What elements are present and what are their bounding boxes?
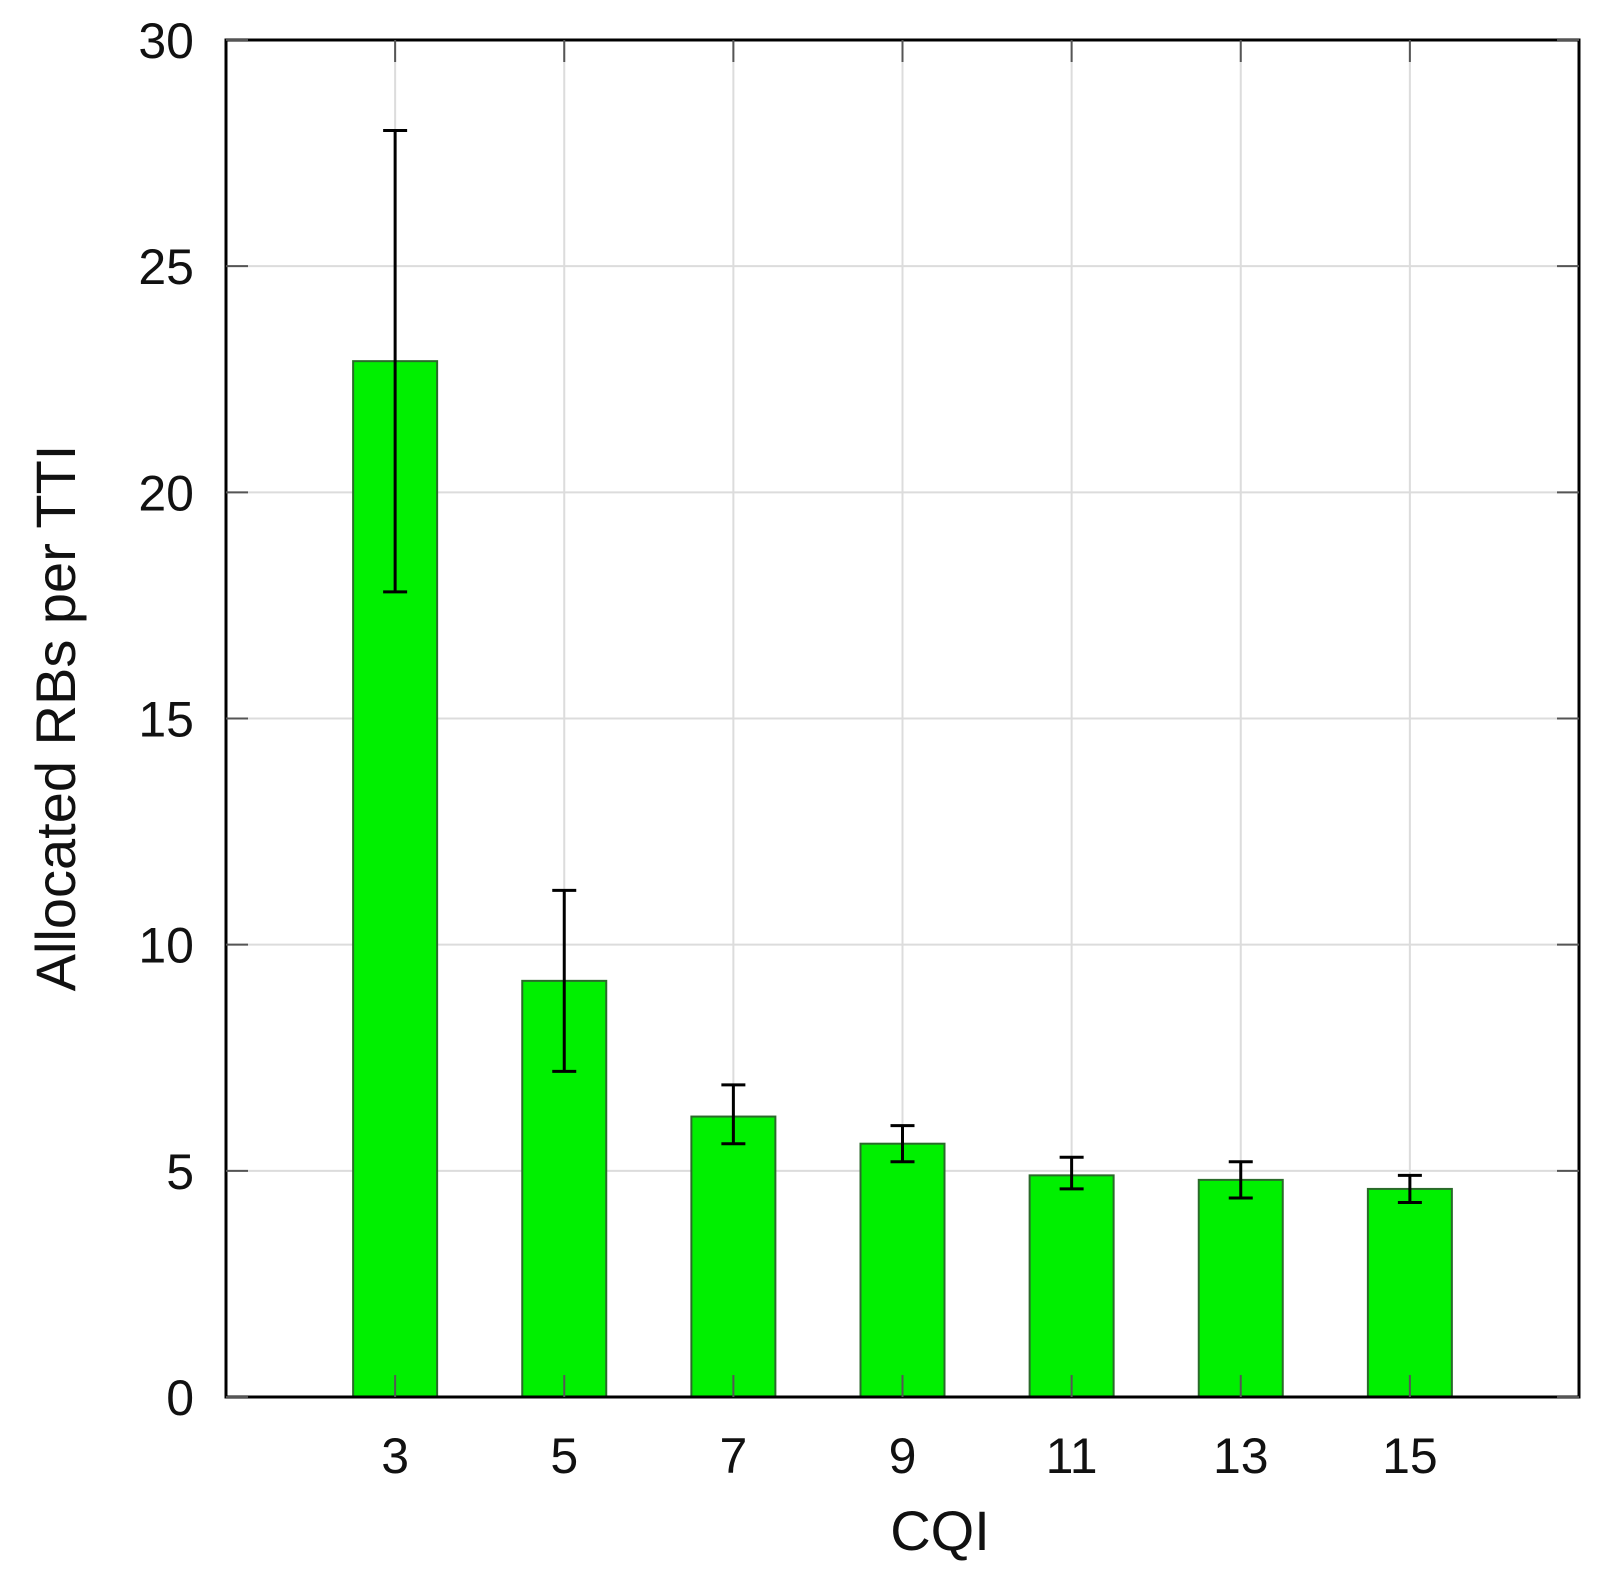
y-tick-label: 25 [138, 239, 194, 295]
bar-cqi-15 [1366, 1187, 1453, 1398]
error-bars [383, 128, 1422, 1204]
y-tick-label: 15 [138, 692, 194, 748]
bar-cqi-7 [690, 1115, 777, 1398]
y-tick-labels: 0 5 10 15 20 25 30 [138, 13, 194, 1426]
x-tick-label: 9 [889, 1428, 917, 1484]
x-tick-labels: 3 5 7 9 11 13 15 [381, 1428, 1437, 1484]
x-tick-label: 13 [1213, 1428, 1269, 1484]
x-tick-label: 5 [550, 1428, 578, 1484]
x-tick-label: 15 [1382, 1428, 1438, 1484]
y-tick-label: 10 [138, 918, 194, 974]
x-tick-label: 11 [1046, 1428, 1098, 1484]
y-axis-title: Allocated RBs per TTI [24, 445, 87, 992]
x-tick-label: 7 [719, 1428, 747, 1484]
axis-ticks [226, 39, 1579, 1398]
bar-cqi-11 [1028, 1174, 1115, 1399]
y-tick-label: 0 [166, 1370, 194, 1426]
bar-cqi-13 [1197, 1178, 1284, 1398]
y-tick-label: 30 [138, 13, 194, 69]
y-tick-label: 5 [166, 1144, 194, 1200]
x-axis-title: CQI [890, 1499, 990, 1562]
x-tick-label: 3 [381, 1428, 409, 1484]
y-tick-label: 20 [138, 465, 194, 521]
bar-cqi-9 [859, 1142, 946, 1399]
